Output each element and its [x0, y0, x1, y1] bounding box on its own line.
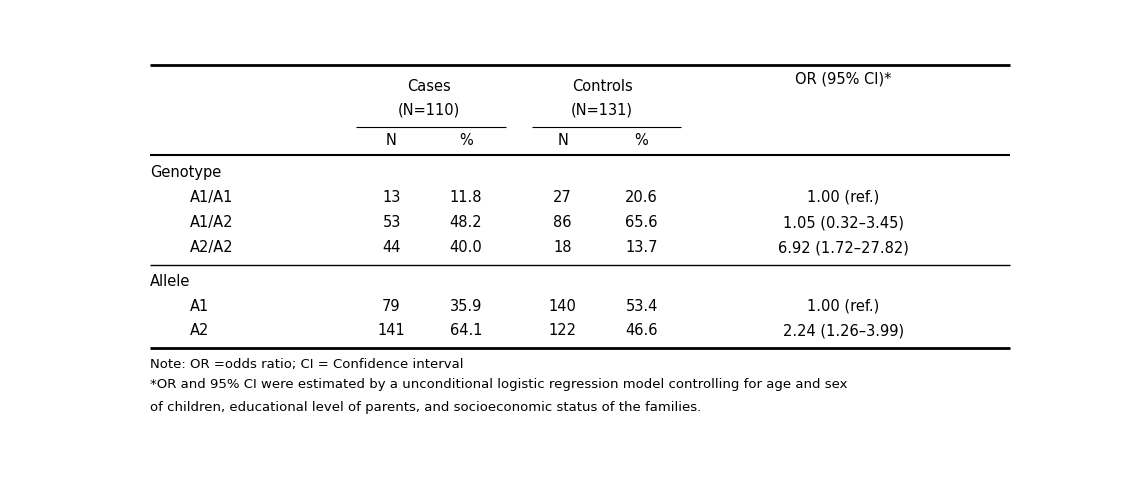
Text: %: % [460, 134, 473, 148]
Text: 20.6: 20.6 [625, 190, 658, 205]
Text: 13: 13 [383, 190, 401, 205]
Text: 140: 140 [549, 299, 576, 314]
Text: A1/A2: A1/A2 [190, 215, 233, 230]
Text: 48.2: 48.2 [449, 215, 482, 230]
Text: 46.6: 46.6 [625, 323, 658, 338]
Text: 86: 86 [554, 215, 572, 230]
Text: of children, educational level of parents, and socioeconomic status of the famil: of children, educational level of parent… [151, 401, 702, 414]
Text: 18: 18 [554, 240, 572, 255]
Text: 1.00 (ref.): 1.00 (ref.) [807, 190, 880, 205]
Text: 122: 122 [549, 323, 576, 338]
Text: Allele: Allele [151, 275, 190, 290]
Text: A2: A2 [190, 323, 209, 338]
Text: 79: 79 [383, 299, 401, 314]
Text: N: N [386, 134, 397, 148]
Text: OR (95% CI)*: OR (95% CI)* [795, 72, 892, 87]
Text: Genotype: Genotype [151, 165, 222, 180]
Text: 2.24 (1.26–3.99): 2.24 (1.26–3.99) [782, 323, 904, 338]
Text: 40.0: 40.0 [449, 240, 482, 255]
Text: Controls: Controls [572, 79, 633, 95]
Text: A1: A1 [190, 299, 209, 314]
Text: 35.9: 35.9 [449, 299, 482, 314]
Text: 64.1: 64.1 [449, 323, 482, 338]
Text: 65.6: 65.6 [625, 215, 658, 230]
Text: (N=110): (N=110) [397, 102, 460, 117]
Text: A2/A2: A2/A2 [190, 240, 233, 255]
Text: 1.00 (ref.): 1.00 (ref.) [807, 299, 880, 314]
Text: 141: 141 [378, 323, 405, 338]
Text: 13.7: 13.7 [625, 240, 658, 255]
Text: N: N [557, 134, 568, 148]
Text: 11.8: 11.8 [449, 190, 482, 205]
Text: %: % [635, 134, 649, 148]
Text: Note: OR =odds ratio; CI = Confidence interval: Note: OR =odds ratio; CI = Confidence in… [151, 358, 464, 371]
Text: 53: 53 [383, 215, 401, 230]
Text: Cases: Cases [406, 79, 451, 95]
Text: 6.92 (1.72–27.82): 6.92 (1.72–27.82) [778, 240, 909, 255]
Text: *OR and 95% CI were estimated by a unconditional logistic regression model contr: *OR and 95% CI were estimated by a uncon… [151, 378, 848, 391]
Text: (N=131): (N=131) [571, 102, 633, 117]
Text: A1/A1: A1/A1 [190, 190, 233, 205]
Text: 27: 27 [554, 190, 572, 205]
Text: 44: 44 [383, 240, 401, 255]
Text: 1.05 (0.32–3.45): 1.05 (0.32–3.45) [783, 215, 903, 230]
Text: 53.4: 53.4 [625, 299, 658, 314]
